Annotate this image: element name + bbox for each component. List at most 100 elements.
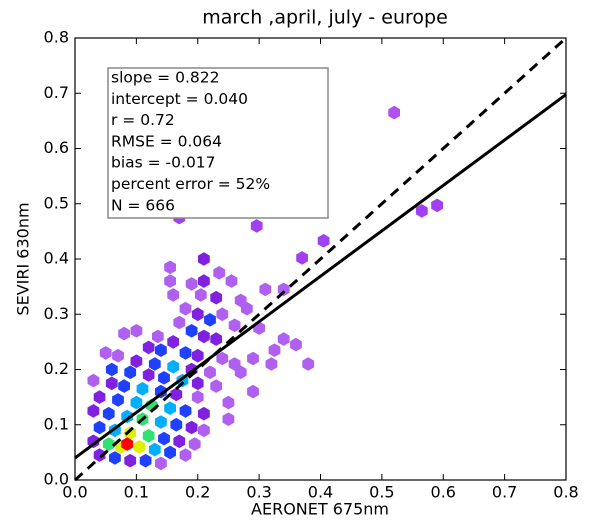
hex-cell (142, 340, 155, 355)
hex-cell (124, 453, 137, 468)
hex-cell (167, 335, 180, 349)
hex-cell (179, 346, 192, 360)
hex-cell (99, 346, 112, 360)
hex-cell (198, 423, 210, 438)
y-tick-label: 0.3 (44, 304, 69, 323)
hex-cell (415, 204, 428, 218)
hex-cell (170, 387, 183, 402)
hex-cell (388, 105, 400, 120)
hex-cell (142, 429, 155, 443)
stat-annotation: slope = 0.822 (111, 69, 219, 87)
hex-cell (259, 282, 272, 297)
hex-cell (179, 301, 192, 316)
hex-cell (210, 290, 223, 305)
x-tick-label: 0.0 (62, 483, 87, 502)
hex-cell (247, 351, 259, 366)
y-tick-label: 0.4 (44, 249, 69, 268)
hex-cell (93, 448, 106, 462)
hex-cell (179, 448, 192, 462)
hex-cell (204, 313, 216, 327)
hex-cell (228, 318, 241, 333)
x-tick-label: 0.1 (124, 483, 149, 502)
hex-cell (191, 376, 204, 391)
hex-cell (194, 288, 207, 302)
hex-cell (234, 365, 247, 380)
x-tick-label: 0.8 (553, 483, 578, 502)
hex-cell (431, 198, 443, 213)
y-tick-label: 0.0 (44, 470, 69, 489)
hex-cell (148, 442, 161, 457)
hex-cell (216, 307, 229, 322)
y-tick-label: 0.7 (44, 83, 69, 102)
y-tick-label: 0.8 (44, 28, 69, 47)
hex-cell (191, 390, 204, 404)
hex-cell (222, 412, 235, 426)
hex-cell (216, 351, 229, 366)
hex-cell (164, 274, 176, 288)
hex-cell (164, 445, 176, 460)
hex-cell (210, 332, 223, 346)
hex-cell (317, 234, 330, 248)
stat-annotation: r = 0.72 (111, 111, 175, 129)
hex-cell (191, 348, 204, 363)
stat-annotation: percent error = 52% (111, 175, 270, 193)
hex-cell (225, 274, 238, 288)
x-tick-label: 0.5 (369, 483, 394, 502)
hex-cell (142, 368, 155, 382)
y-tick-label: 0.1 (44, 414, 69, 433)
hex-cell (170, 417, 183, 432)
hex-cell (105, 362, 118, 377)
hex-cell (155, 415, 167, 429)
hex-cell (179, 404, 192, 418)
hex-cell (112, 348, 124, 363)
hex-cell (136, 382, 149, 396)
hex-cell (109, 451, 121, 465)
x-tick-label: 0.3 (246, 483, 271, 502)
fit-line (74, 93, 567, 460)
chart-title: march ,april, july - europe (202, 7, 448, 29)
hex-cell (198, 406, 210, 421)
hex-cell (185, 277, 198, 291)
hex-cell (152, 329, 164, 344)
hex-cell (290, 337, 302, 352)
hex-cell (164, 260, 176, 275)
hex-cell (167, 288, 180, 302)
hex-cell (133, 440, 146, 454)
y-tick-label: 0.6 (44, 138, 69, 157)
hex-cell (302, 357, 315, 371)
hex-cell (93, 420, 106, 435)
hex-cell (198, 252, 210, 266)
x-axis-label: AERONET 675nm (251, 500, 389, 519)
hex-cell (191, 307, 204, 322)
hex-cell (213, 266, 226, 280)
hex-cell (173, 315, 186, 330)
hex-cell (250, 219, 263, 233)
x-tick-label: 0.6 (431, 483, 456, 502)
y-tick-label: 0.2 (44, 359, 69, 378)
y-tick-label: 0.5 (44, 193, 69, 212)
hex-cell (198, 274, 210, 288)
x-tick-label: 0.4 (308, 483, 333, 502)
hex-cell (102, 406, 115, 421)
hex-cell (155, 343, 167, 357)
hex-cell (130, 354, 143, 368)
hex-cell (265, 357, 278, 371)
stat-annotation: bias = -0.017 (111, 154, 216, 172)
hex-cell (139, 453, 152, 468)
stat-annotation: intercept = 0.040 (111, 90, 248, 108)
hex-cell (158, 431, 170, 446)
hex-cell (164, 401, 176, 415)
hex-cell (167, 359, 180, 374)
hex-cell (148, 357, 161, 371)
hex-cell (112, 393, 124, 407)
hex-cell (121, 437, 134, 451)
hex-cell (158, 371, 170, 385)
hex-cell (130, 324, 143, 338)
hex-cell (105, 376, 118, 391)
x-tick-label: 0.2 (185, 483, 210, 502)
hex-cell (130, 395, 143, 410)
hex-cell (277, 332, 290, 346)
hex-cell (222, 395, 235, 410)
hex-cell (210, 379, 223, 393)
